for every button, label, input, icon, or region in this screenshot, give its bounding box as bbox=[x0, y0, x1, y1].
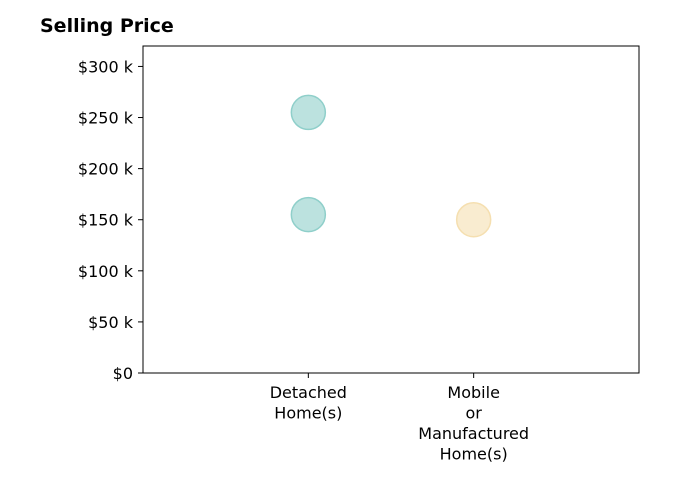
x-tick-label-line: Manufactured bbox=[418, 424, 529, 443]
y-tick-label: $50 k bbox=[88, 313, 134, 332]
data-point bbox=[290, 196, 327, 233]
data-points bbox=[290, 94, 492, 238]
x-tick-label-line: Home(s) bbox=[440, 445, 508, 464]
x-tick-label: Mobile or Manufactured Home(s) bbox=[418, 383, 529, 464]
y-tick-label: $100 k bbox=[78, 262, 134, 281]
data-point bbox=[290, 94, 327, 131]
x-tick-label-line: or bbox=[465, 404, 482, 423]
data-point bbox=[455, 201, 492, 238]
x-tick-label-line: Detached bbox=[270, 383, 347, 402]
y-tick-label: $300 k bbox=[78, 57, 134, 76]
plot-frame bbox=[142, 45, 640, 374]
y-tick-label: $150 k bbox=[78, 211, 134, 230]
chart-title: Selling Price bbox=[40, 15, 174, 37]
y-tick-label: $0 bbox=[113, 364, 133, 383]
x-axis: Detached Home(s) Mobile or Manufactured Home(… bbox=[270, 373, 529, 464]
y-tick-label: $200 k bbox=[78, 160, 134, 179]
y-tick-label: $250 k bbox=[78, 109, 134, 128]
x-tick-label-line: Mobile bbox=[447, 383, 499, 402]
y-axis: $0 $50 k $100 k $150 k $200 k $250 k $300 k bbox=[78, 57, 143, 383]
x-tick-label: Detached Home(s) bbox=[270, 383, 347, 423]
x-tick-label-line: Home(s) bbox=[274, 404, 342, 423]
